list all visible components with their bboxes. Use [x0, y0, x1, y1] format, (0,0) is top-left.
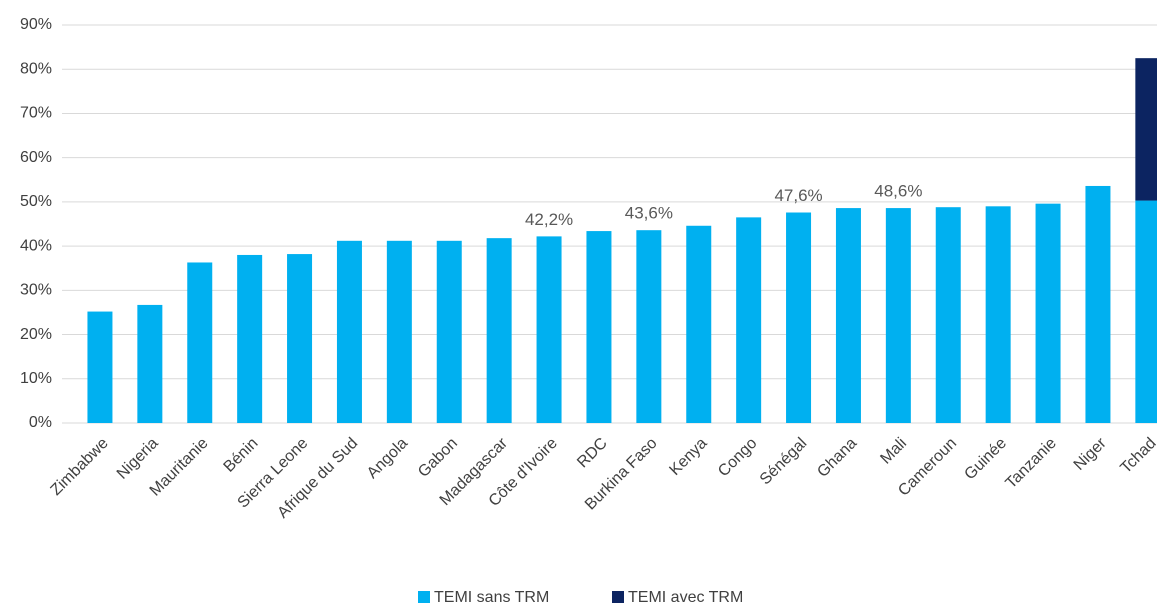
y-tick-label: 90% — [20, 16, 52, 33]
bar — [835, 208, 861, 423]
x-tick-label: Congo — [715, 435, 760, 480]
y-tick-label: 40% — [20, 237, 52, 254]
data-label: 47,6% — [774, 186, 822, 205]
bar — [287, 254, 313, 423]
bar — [336, 240, 362, 423]
bar — [885, 208, 911, 423]
legend-label: TEMI avec TRM — [628, 589, 743, 606]
x-tick-label: Kenya — [666, 435, 710, 479]
bar — [436, 240, 462, 423]
x-tick-label: Gabon — [415, 435, 461, 481]
y-tick-label: 10% — [20, 370, 52, 387]
bar — [536, 236, 562, 423]
bar — [636, 230, 662, 423]
bar — [736, 217, 762, 423]
x-tick-label: RDC — [574, 435, 611, 472]
data-label: 43,6% — [625, 204, 673, 223]
x-tick-label: Sénégal — [757, 435, 811, 489]
legend-swatch — [418, 591, 430, 603]
y-tick-label: 50% — [20, 193, 52, 210]
bar — [1135, 200, 1157, 423]
y-tick-label: 60% — [20, 149, 52, 166]
bar — [87, 311, 113, 423]
x-tick-label: Bénin — [221, 435, 262, 476]
y-tick-label: 80% — [20, 60, 52, 77]
bar — [1135, 58, 1157, 201]
x-tick-label: Zimbabwe — [48, 435, 112, 499]
y-tick-label: 30% — [20, 282, 52, 299]
bar — [1085, 185, 1111, 423]
x-tick-label: Niger — [1071, 434, 1111, 474]
x-tick-label: Nigeria — [114, 435, 162, 483]
x-tick-label: Guinée — [961, 435, 1010, 484]
bar — [137, 304, 163, 423]
bar — [985, 206, 1011, 423]
x-tick-label: Tchad — [1117, 435, 1157, 477]
bar — [486, 238, 512, 423]
y-tick-label: 20% — [20, 326, 52, 343]
x-tick-label: Angola — [364, 435, 411, 482]
bar — [686, 225, 712, 423]
data-label: 42,2% — [525, 210, 573, 229]
y-tick-label: 70% — [20, 105, 52, 122]
x-tick-label: Ghana — [814, 435, 860, 481]
bar — [237, 254, 263, 423]
data-label: 48,6% — [874, 182, 922, 201]
y-tick-label: 0% — [29, 414, 52, 431]
bar — [187, 262, 213, 423]
bar — [935, 207, 961, 423]
legend-label: TEMI sans TRM — [434, 589, 549, 606]
x-tick-label: Tanzanie — [1003, 435, 1060, 492]
x-tick-label: Mali — [877, 435, 910, 468]
bar — [786, 212, 812, 423]
bar — [1035, 203, 1061, 423]
bar — [586, 231, 612, 423]
bar — [386, 240, 412, 423]
legend-swatch — [612, 591, 624, 603]
